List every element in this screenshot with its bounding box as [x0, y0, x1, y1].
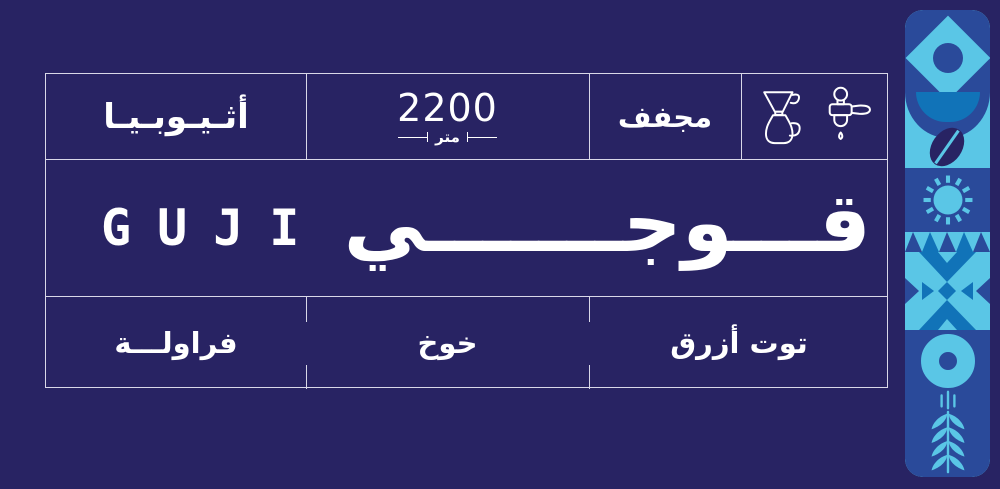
motif-sidebar	[905, 10, 990, 477]
donut-wheat-segment	[905, 330, 990, 477]
pour-over-dripper-icon	[763, 90, 801, 144]
brew-icons-cell	[741, 74, 889, 159]
row-divider-2	[46, 296, 887, 297]
diamond-eye-icon	[905, 10, 990, 138]
note-cell-strawberry: فراولـــة	[46, 296, 306, 389]
col-divider-3	[741, 74, 742, 159]
origin-label: أثـيـوبـيـا	[103, 96, 249, 137]
sun-segment	[905, 168, 990, 232]
sun-icon	[923, 175, 972, 225]
coffee-name-arabic: قـــوجـــــــي	[343, 175, 871, 271]
altitude-value: 2200	[397, 85, 498, 130]
name-row: GUJI قـــوجـــــــي	[46, 159, 889, 296]
partial-divider	[589, 296, 590, 322]
altitude-unit-row: متر	[398, 127, 497, 146]
note-label: خوخ	[417, 325, 478, 360]
note-cell-blueberry: توت أزرق	[589, 296, 889, 389]
note-cell-peach: خوخ	[306, 296, 589, 389]
kilim-pattern	[905, 252, 990, 330]
info-grid: أثـيـوبـيـا 2200 متر مجفف	[45, 73, 889, 389]
zigzag-pattern	[905, 232, 990, 252]
portafilter-icon	[828, 86, 871, 140]
note-label: توت أزرق	[670, 325, 808, 360]
dimension-line-right	[466, 132, 497, 142]
col-divider-1	[306, 74, 307, 159]
coffee-name-latin: GUJI	[101, 198, 326, 257]
origin-cell: أثـيـوبـيـا	[46, 74, 306, 159]
partial-divider	[306, 296, 307, 322]
note-label: فراولـــة	[114, 325, 238, 360]
altitude-unit: متر	[435, 127, 460, 146]
partial-divider	[589, 365, 590, 389]
bean-crease	[934, 129, 960, 165]
eye-circle	[932, 43, 963, 73]
partial-divider	[306, 365, 307, 389]
process-label: مجفف	[617, 99, 713, 134]
bowl-icon	[915, 92, 980, 122]
row-divider-1	[46, 159, 887, 160]
donut-circle-icon	[920, 334, 975, 388]
process-cell: مجفف	[589, 74, 741, 159]
altitude-cell: 2200 متر	[306, 74, 589, 159]
wheat-stalk-icon	[931, 390, 964, 474]
dimension-line-left	[398, 132, 429, 142]
col-divider-2	[589, 74, 590, 159]
